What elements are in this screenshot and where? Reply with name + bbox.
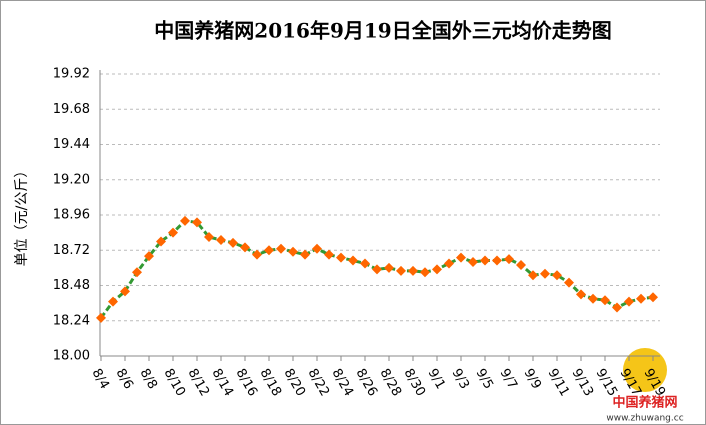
marker	[96, 312, 106, 323]
marker	[252, 249, 262, 260]
marker	[636, 293, 646, 304]
marker	[384, 262, 394, 273]
marker	[168, 227, 178, 238]
marker	[264, 245, 274, 256]
marker	[216, 234, 226, 245]
marker	[552, 270, 562, 281]
marker	[300, 249, 310, 260]
marker	[528, 270, 538, 281]
marker	[288, 246, 298, 257]
watermark-url: www.zhuwang.cc	[606, 414, 683, 424]
marker	[444, 258, 454, 269]
y-tick-label: 18.48	[53, 278, 90, 293]
marker	[648, 292, 658, 303]
marker	[204, 232, 214, 243]
marker	[516, 259, 526, 270]
marker	[408, 265, 418, 276]
y-tick-label: 19.68	[53, 102, 90, 117]
y-tick-label: 18.72	[53, 243, 90, 258]
marker	[312, 243, 322, 254]
marker	[456, 252, 466, 263]
marker	[132, 267, 142, 278]
marker	[240, 242, 250, 253]
marker	[108, 296, 118, 307]
marker	[360, 258, 370, 269]
marker	[396, 265, 406, 276]
watermark: 中国养猪网	[612, 395, 677, 411]
marker	[576, 289, 586, 300]
marker	[432, 264, 442, 275]
marker	[324, 249, 334, 260]
marker	[156, 236, 166, 247]
marker	[504, 254, 514, 265]
marker	[336, 252, 346, 263]
y-tick-label: 18.00	[53, 349, 90, 364]
y-tick-label: 18.96	[53, 208, 90, 223]
marker	[192, 217, 202, 228]
logo	[623, 348, 667, 392]
marker	[600, 295, 610, 306]
marker	[144, 251, 154, 262]
marker	[468, 257, 478, 267]
marker	[348, 255, 358, 266]
y-tick-label: 19.20	[53, 172, 90, 187]
y-tick-label: 19.92	[53, 67, 90, 82]
y-tick-label: 18.24	[53, 313, 90, 328]
marker	[540, 268, 550, 279]
marker	[624, 296, 634, 307]
marker	[564, 277, 574, 288]
marker	[276, 243, 286, 254]
y-tick-label: 19.44	[53, 137, 90, 152]
marker	[480, 255, 490, 266]
y-axis-title: 单位（元/公斤）	[14, 164, 30, 267]
marker	[120, 286, 130, 297]
marker	[180, 215, 190, 226]
marker	[612, 302, 622, 313]
marker	[588, 293, 598, 304]
marker	[372, 264, 382, 275]
chart-title: 中国养猪网2016年9月19日全国外三元均价走势图	[154, 19, 611, 43]
marker	[420, 267, 430, 278]
marker	[492, 255, 502, 266]
marker	[228, 237, 238, 248]
